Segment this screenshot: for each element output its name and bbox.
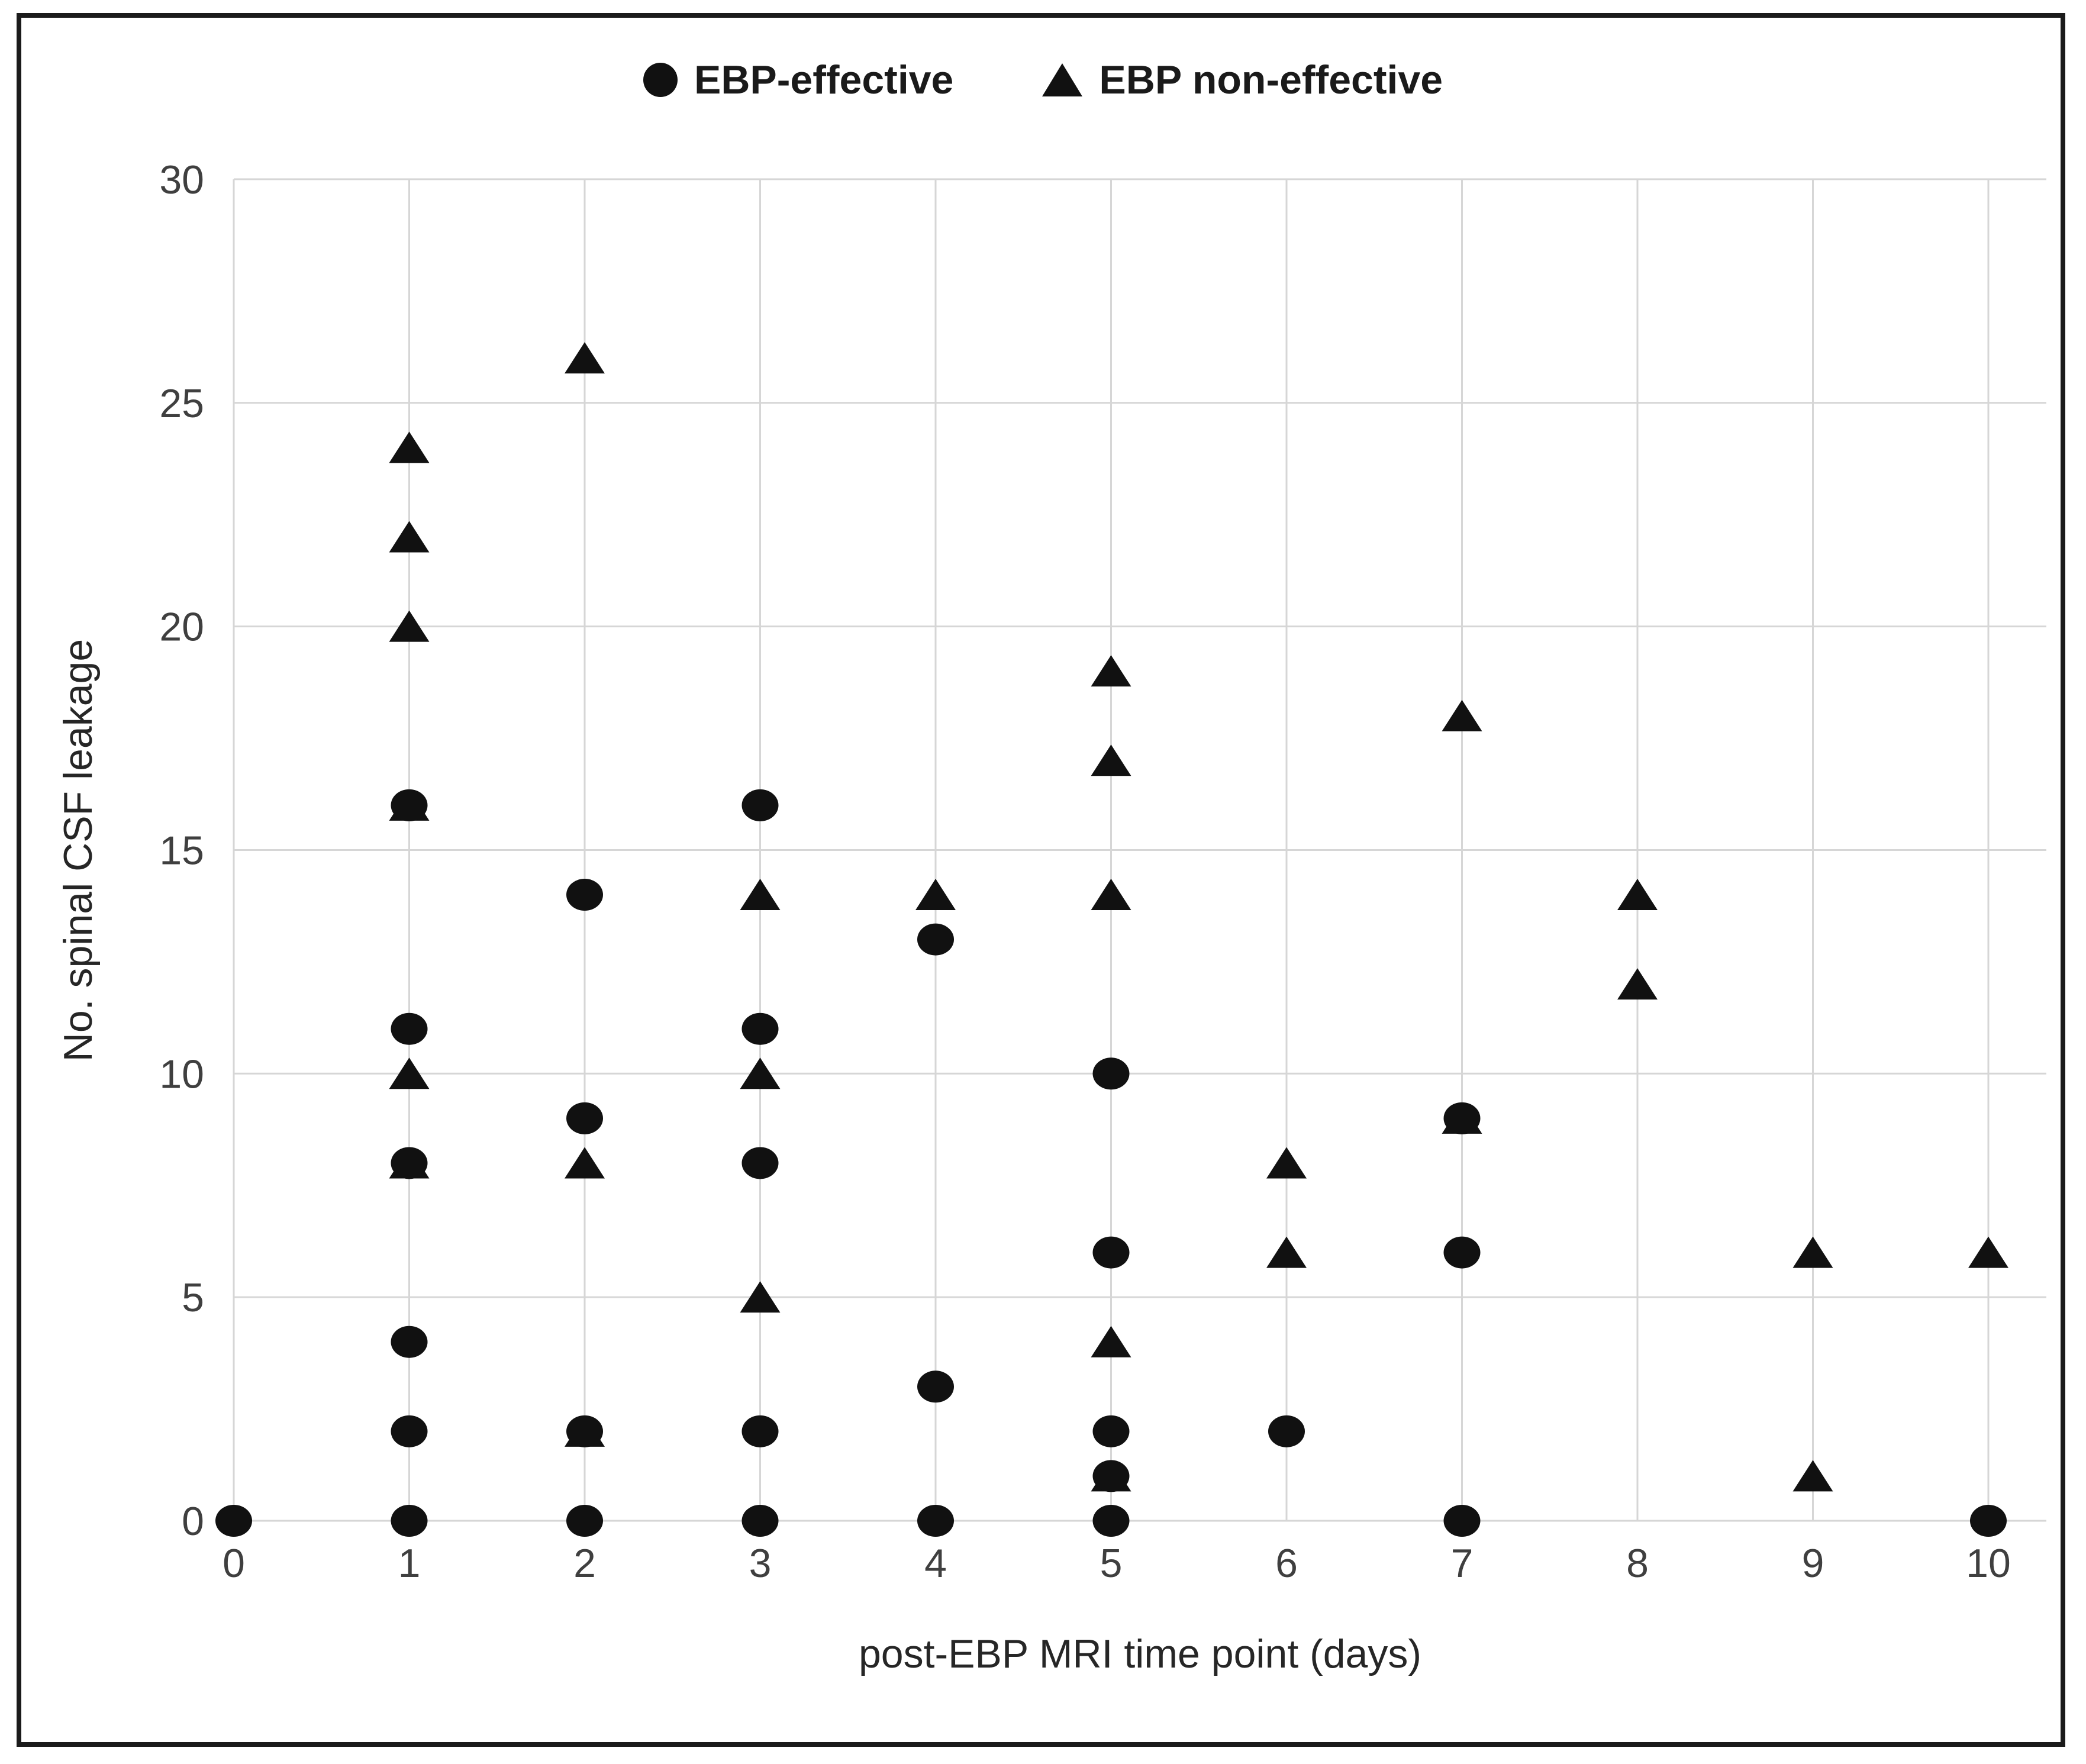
data-point-triangle	[565, 342, 605, 374]
data-point-triangle	[1091, 655, 1131, 687]
data-point-triangle	[1266, 1147, 1307, 1179]
data-point-circle	[391, 1012, 428, 1045]
legend-label-ebp-non-effective: EBP non-effective	[1099, 57, 1443, 102]
data-point-triangle	[389, 1057, 430, 1089]
x-tick-label: 5	[1100, 1541, 1123, 1586]
data-point-triangle	[389, 610, 430, 642]
y-tick-label: 0	[182, 1499, 204, 1544]
data-point-triangle	[1617, 968, 1658, 1000]
data-point-triangle	[389, 431, 430, 463]
data-point-circle	[391, 1147, 428, 1179]
data-point-circle	[391, 1415, 428, 1447]
data-point-circle	[741, 1012, 779, 1045]
data-point-circle	[1268, 1415, 1305, 1447]
data-point-circle	[1443, 1236, 1481, 1269]
data-point-circle	[566, 879, 603, 911]
data-point-triangle	[389, 521, 430, 553]
data-point-circle	[741, 1415, 779, 1447]
figure-border	[17, 13, 2065, 1747]
triangle-marker-icon	[1042, 63, 1083, 96]
data-point-triangle	[1091, 744, 1131, 776]
data-point-circle	[1970, 1505, 2007, 1537]
x-tick-label: 10	[1966, 1541, 2011, 1586]
y-tick-label: 30	[159, 157, 204, 202]
legend-label-ebp-effective: EBP-effective	[694, 57, 954, 102]
data-point-circle	[741, 1147, 779, 1179]
data-point-circle	[741, 789, 779, 821]
x-tick-label: 7	[1451, 1541, 1474, 1586]
data-point-circle	[391, 1505, 428, 1537]
y-tick-label: 25	[159, 381, 204, 426]
data-point-circle	[1092, 1057, 1130, 1090]
x-tick-label: 0	[223, 1541, 245, 1586]
data-point-triangle	[915, 879, 956, 911]
data-point-circle	[1092, 1415, 1130, 1447]
data-point-triangle	[1091, 1326, 1131, 1357]
x-axis-title: post-EBP MRI time point (days)	[858, 1631, 1422, 1676]
y-tick-label: 10	[159, 1052, 204, 1097]
data-point-circle	[1092, 1236, 1130, 1269]
y-tick-label: 15	[159, 828, 204, 873]
legend: EBP-effective EBP non-effective	[0, 57, 2086, 103]
data-point-circle	[741, 1505, 779, 1537]
y-tick-label: 20	[159, 605, 204, 650]
data-point-circle	[566, 1415, 603, 1447]
x-tick-label: 4	[924, 1541, 947, 1586]
data-point-circle	[215, 1505, 252, 1537]
data-point-triangle	[1617, 879, 1658, 911]
data-point-triangle	[1968, 1236, 2008, 1268]
x-tick-label: 9	[1802, 1541, 1824, 1586]
data-point-circle	[391, 1326, 428, 1358]
data-point-triangle	[1792, 1236, 1833, 1268]
data-point-triangle	[1792, 1460, 1833, 1492]
data-point-circle	[566, 1102, 603, 1134]
data-point-triangle	[740, 1281, 781, 1313]
data-point-triangle	[740, 879, 781, 911]
data-point-triangle	[1442, 699, 1482, 731]
data-point-triangle	[565, 1147, 605, 1179]
data-point-circle	[917, 923, 954, 956]
x-tick-label: 6	[1275, 1541, 1298, 1586]
legend-item-ebp-effective: EBP-effective	[643, 57, 953, 103]
data-point-triangle	[1266, 1236, 1307, 1268]
x-tick-label: 1	[398, 1541, 421, 1586]
x-tick-label: 2	[573, 1541, 596, 1586]
circle-marker-icon	[643, 63, 678, 97]
x-tick-label: 8	[1626, 1541, 1649, 1586]
data-point-circle	[566, 1505, 603, 1537]
legend-item-ebp-non-effective: EBP non-effective	[1042, 57, 1443, 103]
data-point-circle	[391, 789, 428, 821]
data-point-circle	[917, 1370, 954, 1403]
y-tick-label: 5	[182, 1275, 204, 1320]
data-point-circle	[1443, 1505, 1481, 1537]
data-point-circle	[1443, 1102, 1481, 1134]
data-point-circle	[1092, 1460, 1130, 1492]
data-point-circle	[1092, 1505, 1130, 1537]
data-point-triangle	[1091, 879, 1131, 911]
data-point-triangle	[740, 1057, 781, 1089]
x-tick-label: 3	[749, 1541, 772, 1586]
data-point-circle	[917, 1505, 954, 1537]
